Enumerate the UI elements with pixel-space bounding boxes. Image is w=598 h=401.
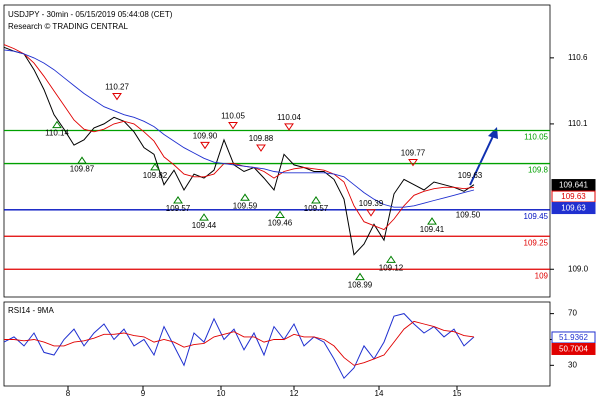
price-tag bbox=[551, 342, 596, 355]
level-label: 109.8 bbox=[528, 166, 549, 175]
annotation-label: 110.05 bbox=[221, 112, 245, 121]
annotation-label: 109.88 bbox=[249, 134, 274, 143]
chart-subtitle: Research © TRADING CENTRAL bbox=[8, 22, 129, 31]
price-tag bbox=[551, 202, 596, 215]
series-line bbox=[3, 44, 475, 231]
series-line bbox=[3, 49, 475, 208]
trough-marker bbox=[77, 156, 87, 164]
annotation-label: 109.41 bbox=[420, 225, 445, 234]
y-tick-label: 30 bbox=[568, 360, 577, 369]
x-tick-label: 9 bbox=[141, 389, 146, 398]
price-tag-label: 50.7004 bbox=[559, 345, 588, 354]
annotation-label: 109.44 bbox=[192, 221, 217, 230]
x-tick-label: 14 bbox=[375, 389, 384, 398]
annotation-label: 109.59 bbox=[233, 201, 258, 210]
price-tag-label: 109.63 bbox=[561, 192, 586, 201]
peak-marker bbox=[200, 141, 210, 150]
trough-marker bbox=[275, 210, 285, 218]
y-tick-label: 109.0 bbox=[568, 264, 589, 273]
annotation-label: 109.39 bbox=[359, 199, 384, 208]
level-label: 109 bbox=[535, 271, 549, 280]
annotation-label: 109.46 bbox=[268, 219, 293, 228]
trough-marker bbox=[199, 213, 209, 221]
peak-marker bbox=[284, 123, 294, 131]
annotation-label: 110.14 bbox=[45, 129, 69, 138]
price-tag-label: 51.9362 bbox=[559, 333, 588, 342]
trough-marker bbox=[173, 196, 183, 204]
price-tag-label: 109.63 bbox=[561, 204, 586, 213]
y-tick-label: 110.6 bbox=[568, 53, 588, 62]
annotation-label: 109.63 bbox=[458, 171, 483, 180]
annotation-label: 109.90 bbox=[193, 131, 218, 140]
y-tick-label: 70 bbox=[568, 309, 577, 318]
annotation-label: 108.99 bbox=[348, 281, 373, 290]
trough-marker bbox=[311, 196, 321, 204]
price-panel bbox=[3, 4, 551, 298]
annotation-label: 109.87 bbox=[70, 164, 95, 173]
annotation-label: 109.50 bbox=[456, 210, 481, 219]
chart-title: USDJPY - 30min - 05/15/2019 05:44:08 (CE… bbox=[8, 10, 173, 19]
trough-marker bbox=[150, 163, 160, 171]
x-tick-label: 8 bbox=[66, 389, 71, 398]
x-tick-label: 12 bbox=[290, 389, 299, 398]
annotation-label: 110.04 bbox=[277, 113, 301, 122]
annotation-label: 109.57 bbox=[166, 204, 191, 213]
annotation-label: 109.12 bbox=[379, 264, 404, 273]
rsi-title: RSI14 - 9MA bbox=[8, 306, 54, 315]
series-line bbox=[3, 313, 475, 380]
level-label: 110.05 bbox=[524, 133, 548, 142]
peak-marker bbox=[366, 209, 376, 217]
trough-marker bbox=[240, 193, 250, 201]
trough-marker bbox=[386, 255, 396, 263]
level-label: 109.25 bbox=[524, 238, 549, 247]
peak-marker bbox=[228, 122, 238, 130]
x-tick-label: 15 bbox=[453, 389, 462, 398]
annotation-label: 109.82 bbox=[143, 171, 168, 180]
annotation-label: 109.77 bbox=[401, 149, 426, 158]
peak-marker bbox=[256, 144, 266, 152]
price-tag-label: 109.641 bbox=[559, 181, 588, 190]
peak-marker bbox=[408, 159, 418, 167]
peak-marker bbox=[112, 92, 122, 101]
forecast-arrow bbox=[469, 133, 495, 186]
series-line bbox=[3, 46, 475, 256]
series-line bbox=[4, 320, 475, 366]
trough-marker bbox=[355, 272, 365, 281]
annotation-label: 109.57 bbox=[304, 204, 329, 213]
x-tick-label: 10 bbox=[217, 389, 226, 398]
trough-marker bbox=[52, 120, 62, 129]
rsi-panel bbox=[3, 301, 551, 387]
annotation-label: 110.27 bbox=[105, 83, 129, 92]
y-tick-label: 110.1 bbox=[568, 119, 588, 128]
level-label: 109.45 bbox=[524, 212, 549, 221]
trough-marker bbox=[427, 217, 437, 225]
